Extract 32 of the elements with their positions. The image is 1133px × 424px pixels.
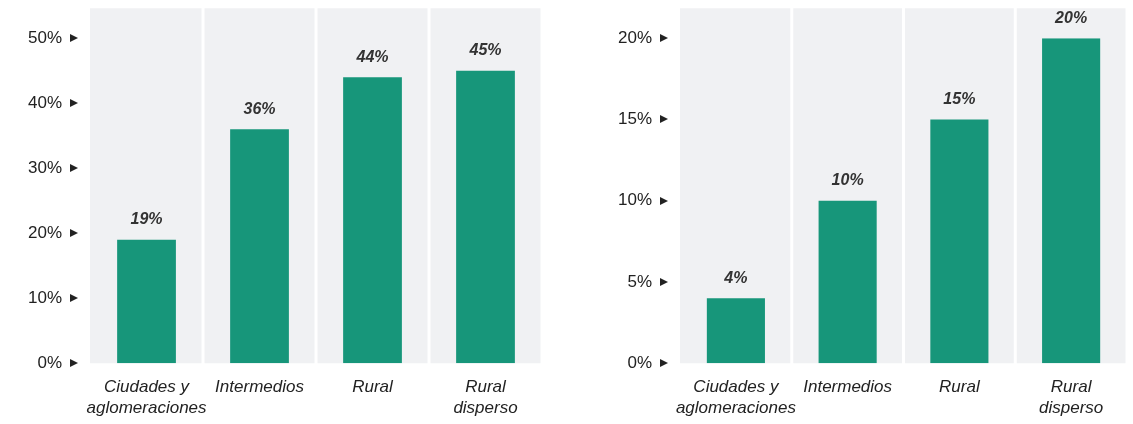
y-tick-label: 15%	[617, 109, 653, 129]
data-label: 19%	[130, 210, 163, 228]
x-tick-label: Ciudades y aglomeraciones	[675, 377, 797, 417]
x-tick-label: Intermedios	[803, 377, 893, 397]
x-tick-label: Rural disperso	[453, 377, 518, 417]
x-tick-label: Rural	[939, 377, 981, 397]
data-label: 45%	[468, 41, 502, 59]
y-tick-label: 5%	[627, 271, 653, 291]
y-tick-label: 30%	[27, 157, 63, 177]
data-label: 44%	[355, 47, 389, 65]
bar	[706, 298, 765, 364]
y-tick-label: 0%	[627, 352, 653, 372]
y-tick-label: 20%	[617, 27, 653, 47]
y-tick-label: 20%	[27, 222, 63, 242]
x-tick-label: Rural	[352, 377, 395, 397]
y-tick-label: 10%	[27, 287, 63, 307]
data-label: 10%	[831, 171, 864, 189]
data-label: 4%	[723, 268, 748, 286]
x-tick-label: Rural disperso	[1039, 377, 1104, 417]
y-tick-label: 50%	[27, 27, 63, 47]
bar	[117, 239, 176, 364]
bar	[230, 129, 289, 364]
x-tick-label: Ciudades y aglomeraciones	[86, 377, 208, 417]
bar	[818, 200, 877, 364]
data-label: 15%	[943, 89, 976, 107]
bar	[930, 119, 989, 364]
y-tick-label: 10%	[617, 190, 653, 210]
y-tick-label: 40%	[27, 92, 63, 112]
x-tick-label: Intermedios	[215, 377, 305, 397]
data-label: 20%	[1054, 8, 1088, 26]
y-tick-label: 0%	[37, 352, 63, 372]
data-label: 36%	[243, 99, 276, 117]
